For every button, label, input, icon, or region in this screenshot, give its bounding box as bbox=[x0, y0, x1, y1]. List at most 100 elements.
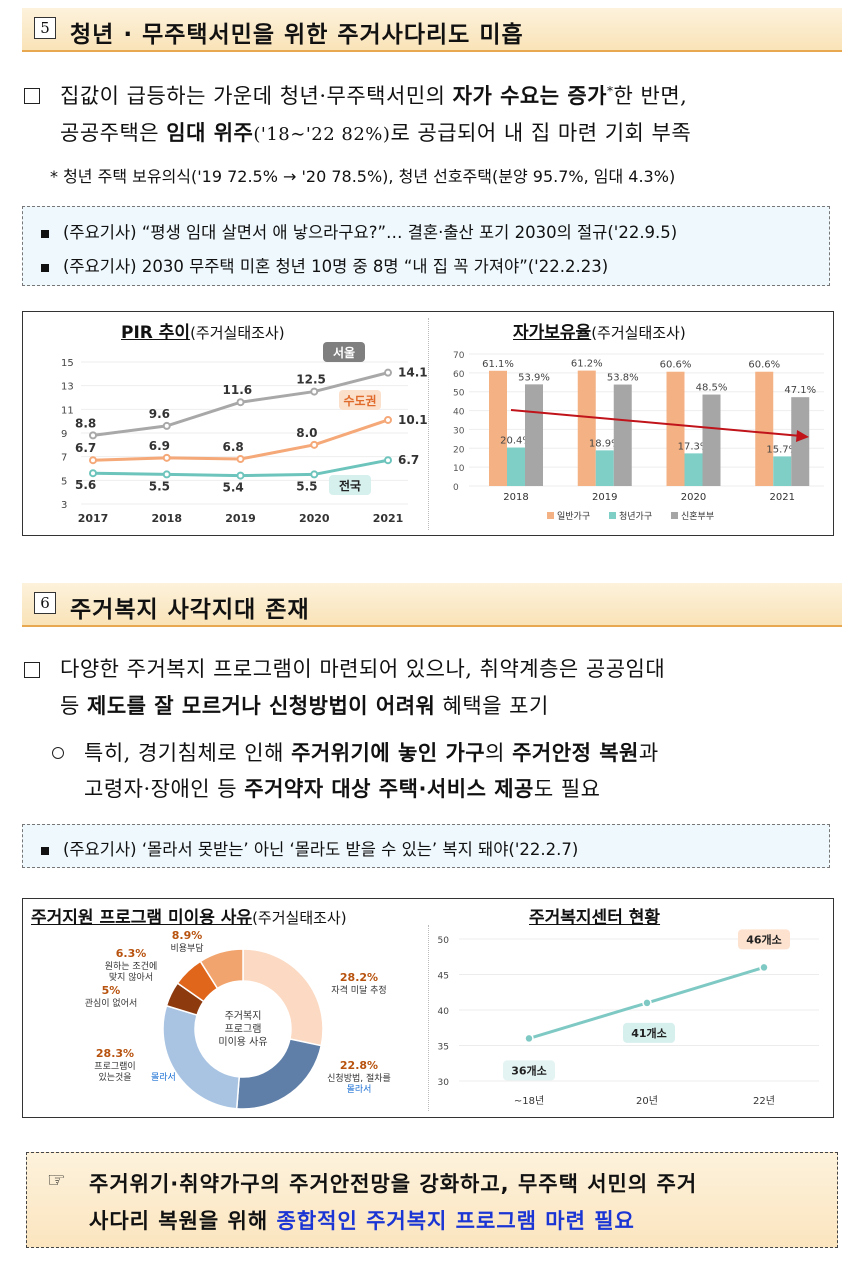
conclusion-line2: 사다리 복원을 위해 종합적인 주거복지 프로그램 마련 필요 bbox=[89, 1205, 635, 1235]
subtitle-text: (주거실태조사) bbox=[190, 324, 285, 342]
slice-label: 원하는 조건에 bbox=[105, 961, 158, 972]
legend-label: 일반가구 bbox=[557, 511, 590, 522]
title-text: 자가보유율 bbox=[513, 323, 592, 343]
news-text: (주요기사) ‘몰라서 못받는’ 아닌 ‘몰라도 받을 수 있는’ 복지 돼야(… bbox=[63, 840, 579, 859]
x-tick-label: 2020 bbox=[681, 492, 706, 503]
data-point bbox=[236, 398, 245, 407]
text-span: 의 bbox=[485, 741, 513, 765]
data-label: 6.8 bbox=[223, 440, 244, 454]
bar-label: 48.5% bbox=[696, 383, 728, 394]
y-tick-label: 13 bbox=[61, 382, 74, 393]
slice-pct: 5% bbox=[102, 984, 121, 997]
series-tag-bg bbox=[339, 390, 381, 410]
section5-footnote: * 청년 주택 보유의식('19 72.5% → '20 78.5%), 청년 … bbox=[50, 167, 676, 186]
data-label-bg bbox=[623, 1022, 675, 1043]
bold-span: 주거위기에 놓인 가구 bbox=[291, 741, 486, 765]
bar-label: 47.1% bbox=[784, 385, 816, 396]
news-item: (주요기사) 2030 무주택 미혼 청년 10명 중 8명 “내 집 꼭 가져… bbox=[41, 253, 608, 277]
text-span: 혜택을 포기 bbox=[435, 694, 549, 718]
divider bbox=[428, 318, 429, 530]
center-line-chart: 30 35 40 45 50 ~18년 20년 22년 36개소 41개소 46개소 bbox=[438, 929, 819, 1107]
data-point bbox=[162, 470, 171, 479]
data-label: 8.0 bbox=[296, 426, 317, 440]
slice-label: 신청방법, 절차를 bbox=[327, 1072, 391, 1084]
pie-chart-title: 주거지원 프로그램 미이용 사유(주거실태조사) bbox=[31, 903, 347, 928]
legend-swatch bbox=[609, 512, 616, 519]
section5-number: 5 bbox=[34, 17, 56, 39]
y-tick-label: 30 bbox=[438, 1078, 450, 1088]
title-text: 주거복지센터 현황 bbox=[529, 908, 661, 928]
x-tick-label: 2018 bbox=[503, 492, 528, 503]
news-text: (주요기사) 2030 무주택 미혼 청년 10명 중 8명 “내 집 꼭 가져… bbox=[63, 257, 609, 276]
slice-pct: 6.3% bbox=[116, 947, 147, 960]
section6-news-box: (주요기사) ‘몰라서 못받는’ 아닌 ‘몰라도 받을 수 있는’ 복지 돼야(… bbox=[22, 824, 830, 868]
text-span: 특히, 경기침체로 인해 bbox=[84, 741, 292, 765]
bar-label: 15.7% bbox=[766, 444, 798, 455]
legend-label: 청년가구 bbox=[619, 511, 652, 522]
pir-line-chart: 3 5 7 9 11 13 15 2017 2018 2019 2020 2021 8.8 9.6 11.6… bbox=[61, 342, 428, 525]
bar-label: 53.9% bbox=[518, 372, 550, 383]
x-tick-label: 2017 bbox=[78, 512, 109, 525]
bullet-square-icon bbox=[41, 229, 49, 238]
bar-label: 60.6% bbox=[660, 360, 692, 371]
news-item: (주요기사) ‘몰라서 못받는’ 아닌 ‘몰라도 받을 수 있는’ 복지 돼야(… bbox=[41, 836, 578, 860]
y-tick-label: 35 bbox=[438, 1043, 449, 1053]
text-span: 공공주택은 bbox=[60, 121, 167, 145]
bar bbox=[525, 384, 543, 486]
y-tick-label: 3 bbox=[61, 500, 67, 511]
bar bbox=[489, 370, 507, 486]
bullet-square-icon bbox=[41, 846, 49, 855]
bullet-circle-icon bbox=[52, 747, 64, 759]
center-chart-title: 주거복지센터 현황 bbox=[529, 903, 660, 928]
y-tick-label: 15 bbox=[61, 358, 74, 369]
slice-highlight: 몰라서 bbox=[347, 1084, 372, 1095]
data-point bbox=[162, 453, 171, 462]
data-point bbox=[236, 471, 245, 480]
text-span: 한 반면, bbox=[613, 84, 688, 108]
slice-label: 관심이 없어서 bbox=[85, 998, 138, 1009]
data-label-bg bbox=[503, 1060, 555, 1081]
slice-pct: 22.8% bbox=[340, 1059, 378, 1072]
bar-label: 61.1% bbox=[482, 359, 514, 370]
arrow-head-icon bbox=[796, 430, 809, 442]
slice-highlight: 몰라서 bbox=[151, 1072, 176, 1083]
y-tick-label: 45 bbox=[438, 972, 449, 982]
bar bbox=[791, 397, 810, 486]
pie-slice bbox=[199, 948, 244, 990]
data-point bbox=[310, 470, 319, 479]
bullet-square-icon bbox=[41, 263, 49, 272]
chart-box-2: 주거지원 프로그램 미이용 사유(주거실태조사) 주거복지센터 현황 주거복지 프… bbox=[22, 898, 834, 1118]
data-label: 6.7 bbox=[75, 441, 96, 455]
section6-para4: 고령자·장애인 등 주거약자 대상 주택·서비스 제공도 필요 bbox=[84, 773, 600, 803]
bold-span: 제도를 잘 모르거나 신청방법이 어려워 bbox=[87, 694, 436, 718]
data-label: 10.1 bbox=[398, 413, 428, 427]
data-point bbox=[236, 455, 245, 464]
bar bbox=[595, 450, 614, 486]
data-label: 9.6 bbox=[149, 407, 170, 421]
y-tick-label: 0 bbox=[453, 483, 459, 493]
data-label: 46개소 bbox=[746, 932, 782, 946]
highlight-span: 종합적인 주거복지 프로그램 마련 필요 bbox=[276, 1209, 635, 1233]
section5-title: 청년 · 무주택서민을 위한 주거사다리도 미흡 bbox=[70, 22, 524, 48]
x-tick-label: 2018 bbox=[151, 512, 182, 525]
section6-title: 주거복지 사각지대 존재 bbox=[70, 597, 310, 623]
series-tag-bg bbox=[329, 475, 371, 495]
news-text: (주요기사) “평생 임대 살면서 애 낳으라구요?”… 결혼·출산 포기 20… bbox=[63, 223, 678, 242]
legend-swatch bbox=[547, 512, 554, 519]
section6-para2: 등 제도를 잘 모르거나 신청방법이 어려워 혜택을 포기 bbox=[60, 690, 549, 720]
data-point bbox=[524, 1033, 534, 1044]
x-tick-label: ~18년 bbox=[514, 1095, 544, 1107]
data-label-bg bbox=[738, 929, 790, 950]
data-point bbox=[642, 998, 652, 1008]
bar-label: 18.9% bbox=[589, 438, 621, 449]
section6-para1: 다양한 주거복지 프로그램이 마련되어 있으나, 취약계층은 공공임대 bbox=[60, 657, 666, 681]
checkbox-square-icon bbox=[24, 662, 40, 678]
y-tick-label: 9 bbox=[61, 429, 67, 440]
bar bbox=[702, 394, 721, 486]
title-text: 주거지원 프로그램 미이용 사유 bbox=[31, 908, 253, 928]
data-label: 14.1 bbox=[398, 366, 428, 380]
pie-slice bbox=[242, 948, 324, 1047]
text-span: 과 bbox=[638, 741, 659, 765]
slice-pct: 8.9% bbox=[172, 929, 203, 942]
data-label: 6.9 bbox=[149, 439, 170, 453]
